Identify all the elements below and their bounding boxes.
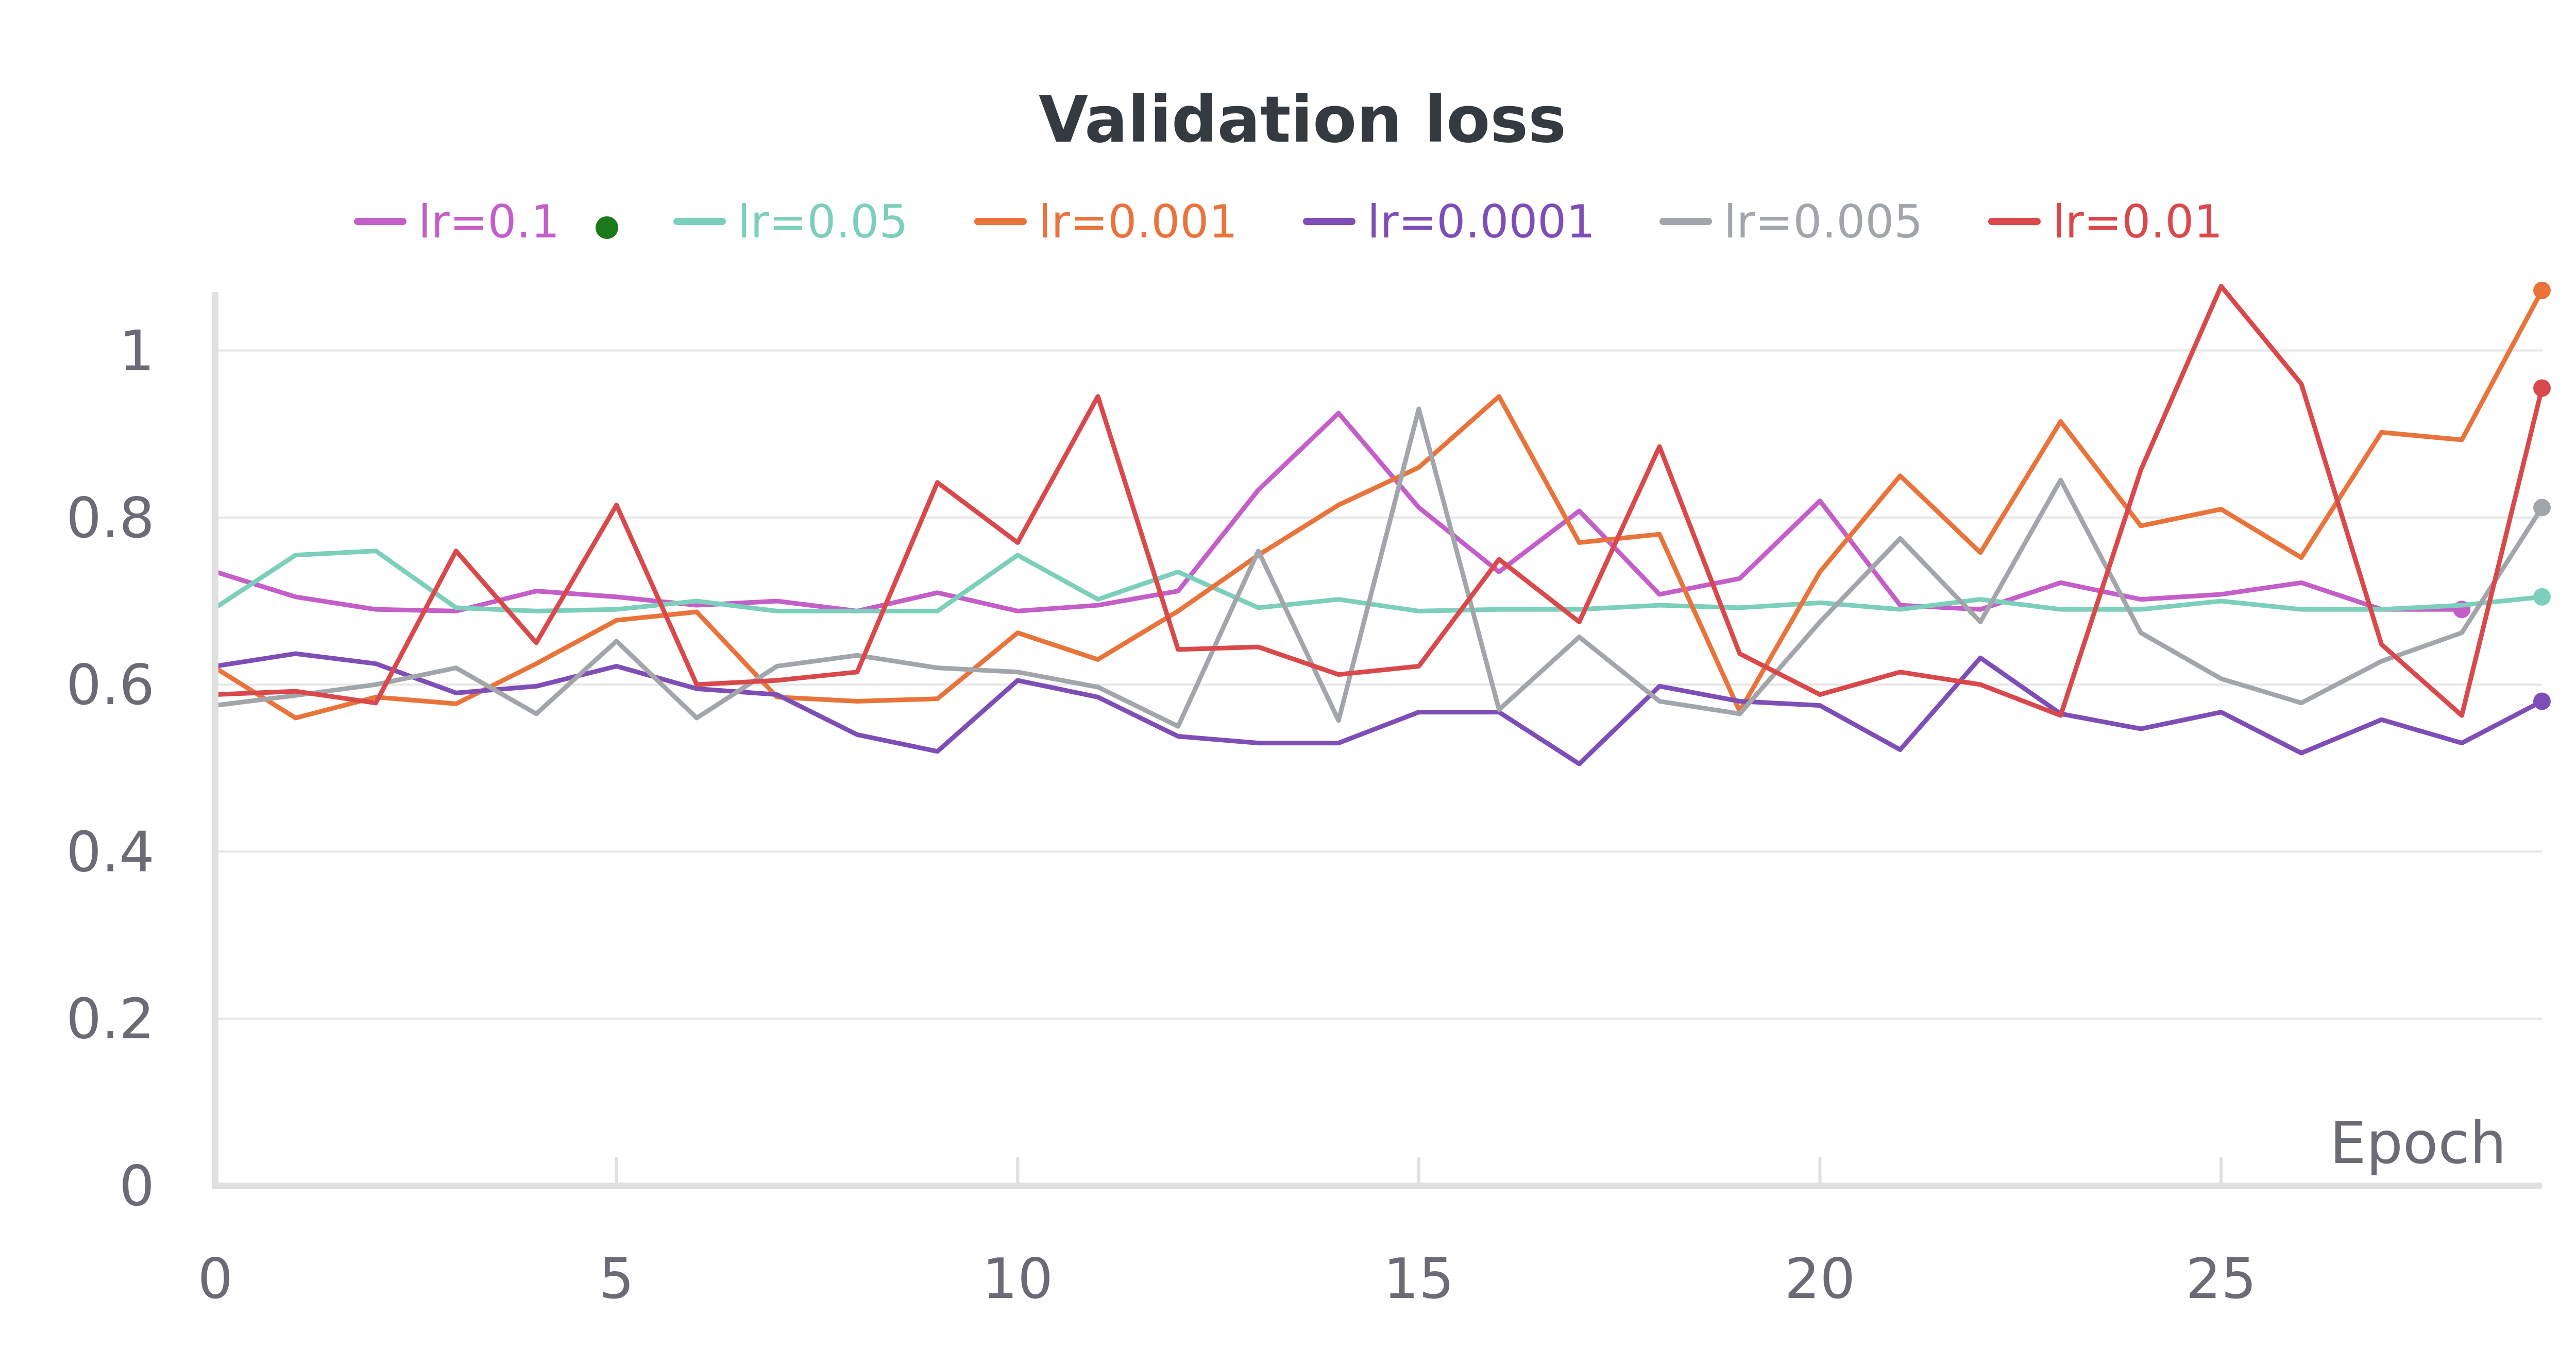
series-line-lr-0-005 — [213, 406, 2545, 729]
legend-item[interactable]: lr=0.01 — [1988, 195, 2223, 248]
x-tick-label: 0 — [198, 1247, 233, 1311]
legend-label: lr=0.005 — [1724, 195, 1923, 248]
legend-label: lr=0.01 — [2053, 195, 2223, 248]
series-endpoint — [2533, 692, 2551, 710]
x-tick-label: 20 — [1785, 1247, 1855, 1311]
x-tick-label: 10 — [982, 1247, 1053, 1311]
series-endpoint — [2533, 281, 2551, 299]
series-endpoint — [2533, 499, 2551, 517]
legend-item[interactable]: lr=0.001 — [974, 195, 1238, 248]
legend-item[interactable]: lr=0.05 — [673, 195, 908, 248]
series-line-lr-0-0001 — [213, 651, 2545, 766]
x-axis-label: Epoch — [2330, 1110, 2506, 1177]
legend-label: lr=0.001 — [1039, 195, 1238, 248]
series-endpoint — [2533, 588, 2551, 606]
y-tick-label: 0 — [119, 1154, 155, 1219]
y-tick-label: 0.8 — [66, 486, 155, 551]
legend-label: lr=0.0001 — [1367, 195, 1595, 248]
legend-item[interactable]: lr=0.005 — [1659, 195, 1923, 248]
legend-label: lr=0.1 — [418, 195, 560, 248]
x-tick-label: 15 — [1383, 1247, 1454, 1311]
legend: lr=0.1 lr=0.05 lr=0.001 lr=0.0001 lr=0.005 lr… — [354, 195, 2223, 248]
series-lines — [213, 281, 2551, 766]
legend-status-dot-icon — [596, 216, 618, 239]
x-tick-label: 25 — [2185, 1247, 2256, 1311]
legend-item[interactable]: lr=0.0001 — [1303, 195, 1595, 248]
chart-title: Validation loss — [1039, 83, 1566, 157]
legend-label: lr=0.05 — [738, 195, 908, 248]
x-tick-label: 5 — [599, 1247, 634, 1311]
series-line-lr-0-001 — [213, 288, 2545, 721]
y-tick-label: 0.4 — [66, 820, 155, 884]
y-tick-label: 1 — [119, 319, 155, 384]
gridlines — [215, 349, 2542, 1020]
series-line-lr-0-01 — [213, 284, 2545, 718]
axes: 00.20.40.60.810 5 10 15 20 25 — [66, 292, 2542, 1311]
series-endpoint — [2533, 379, 2551, 397]
legend-item[interactable]: lr=0.1 — [354, 195, 618, 248]
series-line-lr-0-05 — [213, 549, 2545, 613]
y-tick-label: 0.6 — [66, 653, 155, 717]
series-line-lr-0-1 — [213, 411, 2464, 613]
y-tick-label: 0.2 — [66, 987, 155, 1052]
